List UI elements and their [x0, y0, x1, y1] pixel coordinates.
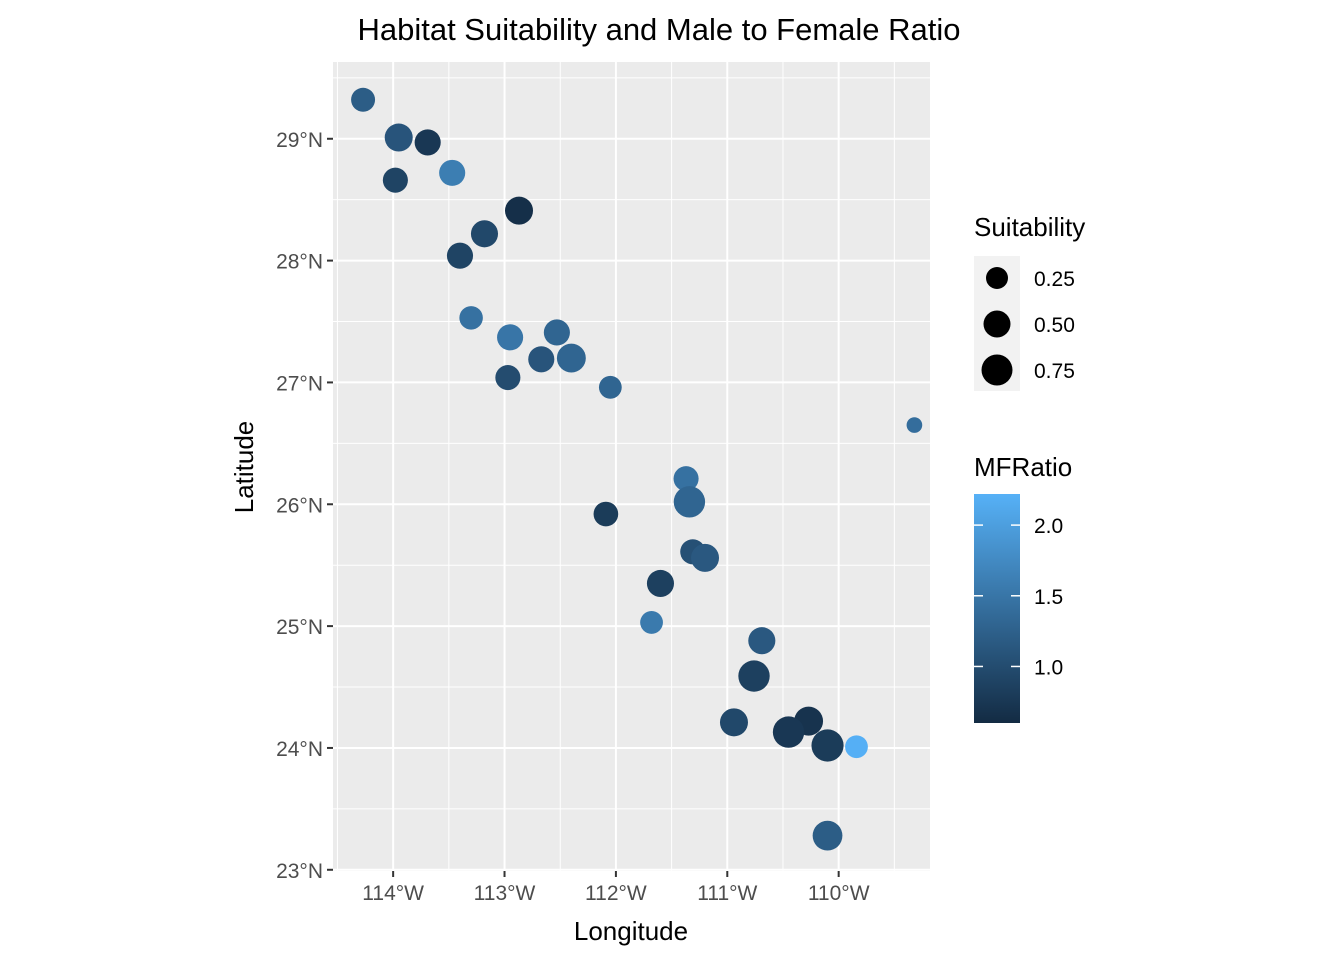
size-legend-key-3	[981, 354, 1013, 386]
data-point	[497, 324, 524, 351]
y-tick-label: 28°N	[276, 251, 323, 274]
chart-title: Habitat Suitability and Male to Female R…	[357, 12, 960, 47]
x-tick-label: 114°W	[362, 882, 424, 905]
y-tick-label: 29°N	[276, 129, 323, 152]
data-point	[384, 123, 413, 152]
size-legend-label-3: 0.75	[1034, 360, 1075, 383]
data-point	[543, 319, 570, 346]
data-point	[640, 611, 663, 634]
data-point	[470, 220, 499, 248]
size-legend: Suitability 0.25 0.50 0.75	[974, 212, 1085, 391]
data-point	[673, 486, 706, 518]
size-legend-key-2	[983, 310, 1011, 338]
data-point	[598, 375, 622, 399]
y-axis-title: Latitude	[229, 421, 259, 514]
size-legend-title: Suitability	[974, 212, 1085, 242]
data-point	[811, 729, 844, 762]
colorbar-tick-label: 1.5	[1034, 586, 1063, 609]
data-point	[446, 242, 474, 269]
x-tick-label: 113°W	[474, 882, 536, 905]
data-point	[906, 417, 923, 433]
data-point	[495, 365, 521, 391]
color-legend-title: MFRatio	[974, 452, 1072, 482]
data-point	[748, 627, 776, 655]
data-point	[351, 87, 376, 112]
data-point	[812, 820, 843, 851]
data-point	[459, 306, 483, 330]
x-tick-label: 110°W	[808, 882, 870, 905]
data-point	[439, 159, 466, 186]
data-point	[845, 735, 868, 759]
color-legend-ticks: 1.0 1.5 2.0	[974, 515, 1063, 679]
y-tick-label: 24°N	[276, 738, 323, 761]
y-tick-label: 27°N	[276, 372, 323, 395]
y-axis: 23°N 24°N 25°N 26°N 27°N 28°N 29°N	[276, 129, 333, 883]
size-legend-label-1: 0.25	[1034, 268, 1075, 291]
color-legend-bar	[974, 494, 1020, 723]
colorbar-tick-label: 2.0	[1034, 515, 1063, 538]
y-tick-label: 25°N	[276, 616, 323, 639]
data-point	[738, 660, 770, 692]
y-tick-label: 26°N	[276, 494, 323, 517]
x-axis: 114°W 113°W 112°W 111°W 110°W	[362, 871, 870, 905]
y-tick-label: 23°N	[276, 860, 323, 883]
data-point	[593, 501, 619, 527]
size-legend-label-2: 0.50	[1034, 314, 1075, 337]
data-points	[351, 87, 923, 851]
x-tick-label: 111°W	[697, 882, 757, 905]
color-legend: MFRatio 1.0 1.5 2.0	[974, 452, 1072, 723]
data-point	[690, 543, 720, 572]
size-legend-key-1	[986, 267, 1008, 289]
data-point	[504, 196, 534, 225]
colorbar-tick-label: 1.0	[1034, 656, 1063, 679]
x-axis-title: Longitude	[574, 916, 688, 946]
x-tick-label: 112°W	[585, 882, 647, 905]
data-point	[719, 708, 748, 737]
data-point	[414, 129, 441, 156]
data-point	[382, 167, 408, 193]
data-point	[528, 346, 555, 373]
data-point	[556, 343, 586, 373]
data-point	[673, 466, 699, 492]
data-point	[646, 569, 675, 598]
data-point	[772, 716, 805, 748]
